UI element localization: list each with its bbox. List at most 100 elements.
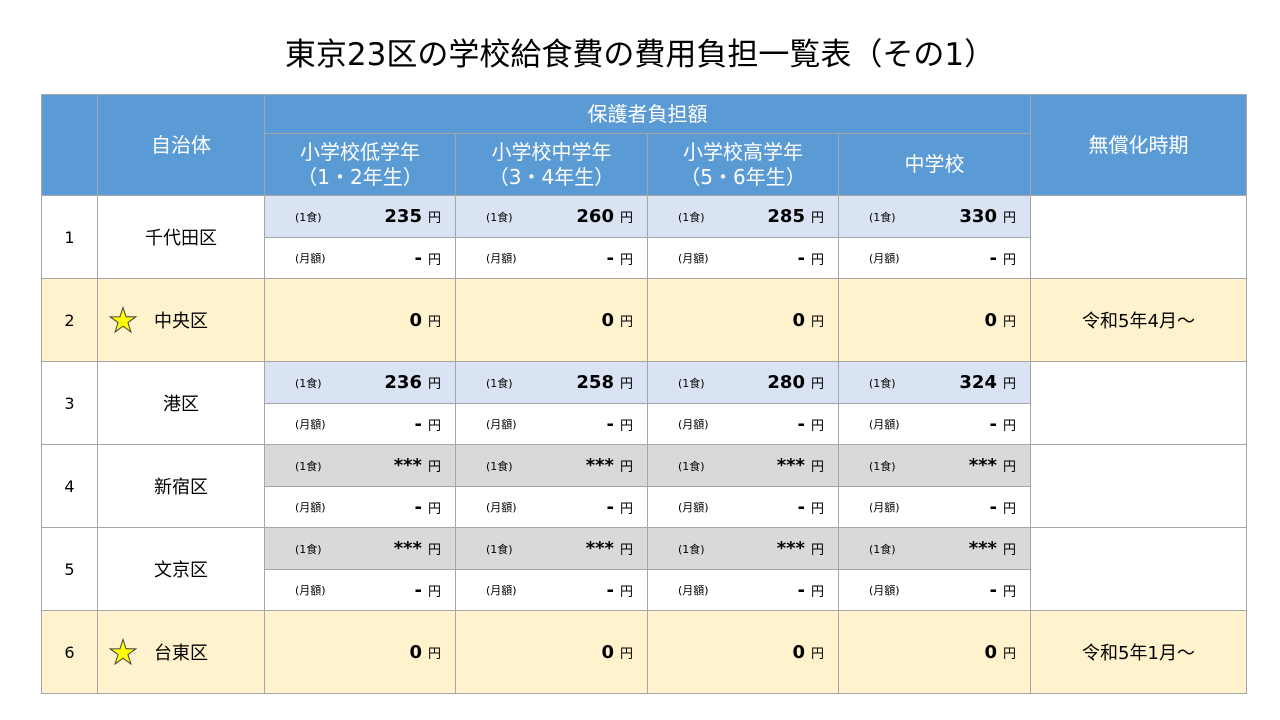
free-period-cell [1030,444,1247,528]
per-meal-cell: (1食) *** 円 [264,527,456,570]
amount-value: - [989,247,997,269]
per-meal-cell-content: (1食) *** 円 [456,455,647,476]
monthly-cell-content: (月額) - 円 [265,248,455,269]
per-meal-cell-content: (1食) *** 円 [839,455,1030,476]
yen-unit: 円 [427,543,441,558]
amount-label: (1食) [295,542,322,556]
star-icon [109,306,137,334]
amount-value: - [414,579,422,601]
per-meal-cell-content: (1食) 324 円 [839,372,1030,393]
amount-label: (1食) [295,459,322,473]
per-meal-cell-content: (1食) *** 円 [265,455,455,476]
monthly-cell-content: (月額) - 円 [456,414,647,435]
amount-value: - [797,496,805,518]
grade-years: （3・4年生） [488,164,615,189]
monthly-cell: (月額) - 円 [647,486,839,528]
row-number: 6 [41,610,98,694]
yen-unit: 円 [619,252,633,268]
table-row: 1 千代田区 (1食) 235 円 (1食) 260 円 (1食) 285 円 (1食) 330 円 [41,195,1247,279]
free-period-cell: 令和5年1月～ [1030,610,1247,694]
grade-header-lower-elementary: 小学校低学年 （1・2年生） [264,133,456,196]
monthly-cell-content: (月額) - 円 [839,497,1030,518]
amount-label: (月額) [295,418,326,431]
amount-label: (月額) [869,418,900,431]
school-lunch-cost-table: 自治体 保護者負担額 無償化時期 小学校低学年 （1・2年生） 小学校中学年 （… [41,94,1247,694]
monthly-cell-content: (月額) - 円 [456,248,647,269]
monthly-cell-content: (月額) - 円 [265,497,455,518]
yen-unit: 円 [810,314,824,330]
amount-value: *** [968,538,997,559]
number-header [41,94,98,196]
table-row-monthly: (月額) - 円 (月額) - 円 (月額) - 円 (月額) - 円 [42,237,1247,279]
ward-name: 新宿区 [154,477,208,498]
monthly-cell-content: (月額) - 円 [839,248,1030,269]
amount-value: - [606,496,614,518]
amount-label: (月額) [295,252,326,265]
yen-unit: 円 [619,418,633,434]
amount-label: (1食) [486,459,513,473]
amount-label: (1食) [869,210,896,224]
amount-label: (月額) [486,418,517,431]
yen-unit: 円 [1002,646,1016,662]
per-meal-cell-content: (1食) *** 円 [648,455,838,476]
monthly-cell-content: (月額) - 円 [648,497,838,518]
amount-label: (月額) [678,252,709,265]
amount-value: *** [393,455,422,476]
per-meal-cell-content: (1食) 285 円 [648,206,838,227]
amount-label: (月額) [486,501,517,514]
per-meal-cell: (1食) *** 円 [455,444,648,487]
yen-unit: 円 [810,377,824,392]
amount-value: 0 [984,309,997,331]
ward-name: 文京区 [154,560,208,581]
free-period-cell [1030,527,1247,611]
monthly-cell: (月額) - 円 [264,569,456,611]
star-icon [109,638,137,666]
amount-value: - [414,247,422,269]
yen-unit: 円 [427,646,441,662]
amount-value: - [989,496,997,518]
ward-cell: 港区 [97,361,265,445]
amount-value: 0 [792,309,805,331]
monthly-cell-content: (月額) - 円 [839,414,1030,435]
page-title: 東京23区の学校給食費の費用負担一覧表（その1） [284,37,996,73]
grade-years: （1・2年生） [297,164,423,189]
table-row: 3 港区 (1食) 236 円 (1食) 258 円 (1食) 280 円 (1食) 324 円 [41,361,1247,445]
free-period-cell [1030,361,1247,445]
per-meal-cell-content: (1食) 330 円 [839,206,1030,227]
yen-unit: 円 [427,418,441,434]
amount-label: (1食) [486,210,513,224]
per-meal-cell-content: (1食) *** 円 [265,538,455,559]
guardian-burden-header: 保護者負担額 [264,94,1031,134]
amount-label: (月額) [486,252,517,265]
yen-unit: 円 [1002,460,1016,475]
amount-value: 280 [767,372,805,393]
monthly-cell: (月額) - 円 [838,569,1031,611]
monthly-cell: (月額) - 円 [455,569,648,611]
per-meal-cell-content: (1食) 235 円 [265,206,455,227]
amount-label: (月額) [295,584,326,597]
amount-value: - [606,413,614,435]
per-meal-cell: (1食) 258 円 [455,361,648,404]
grade-header-upper-elementary: 小学校高学年 （5・6年生） [647,133,839,196]
row-number: 5 [41,527,98,611]
per-meal-cell: (1食) 280 円 [647,361,839,404]
per-meal-cell-content: (1食) 258 円 [456,372,647,393]
monthly-cell: (月額) - 円 [647,569,839,611]
ward-cell: 新宿区 [97,444,265,528]
amount-label: (月額) [869,501,900,514]
amount-value: *** [776,538,805,559]
monthly-cell-content: (月額) - 円 [456,497,647,518]
yen-unit: 円 [427,501,441,517]
amount-value: 0 [409,641,422,663]
yen-unit: 円 [810,584,824,600]
grade-name: 小学校高学年 [683,139,803,164]
yen-unit: 円 [619,501,633,517]
per-meal-cell-content: (1食) *** 円 [648,538,838,559]
amount-value: *** [776,455,805,476]
yen-unit: 円 [427,211,441,226]
amount-value: - [797,247,805,269]
